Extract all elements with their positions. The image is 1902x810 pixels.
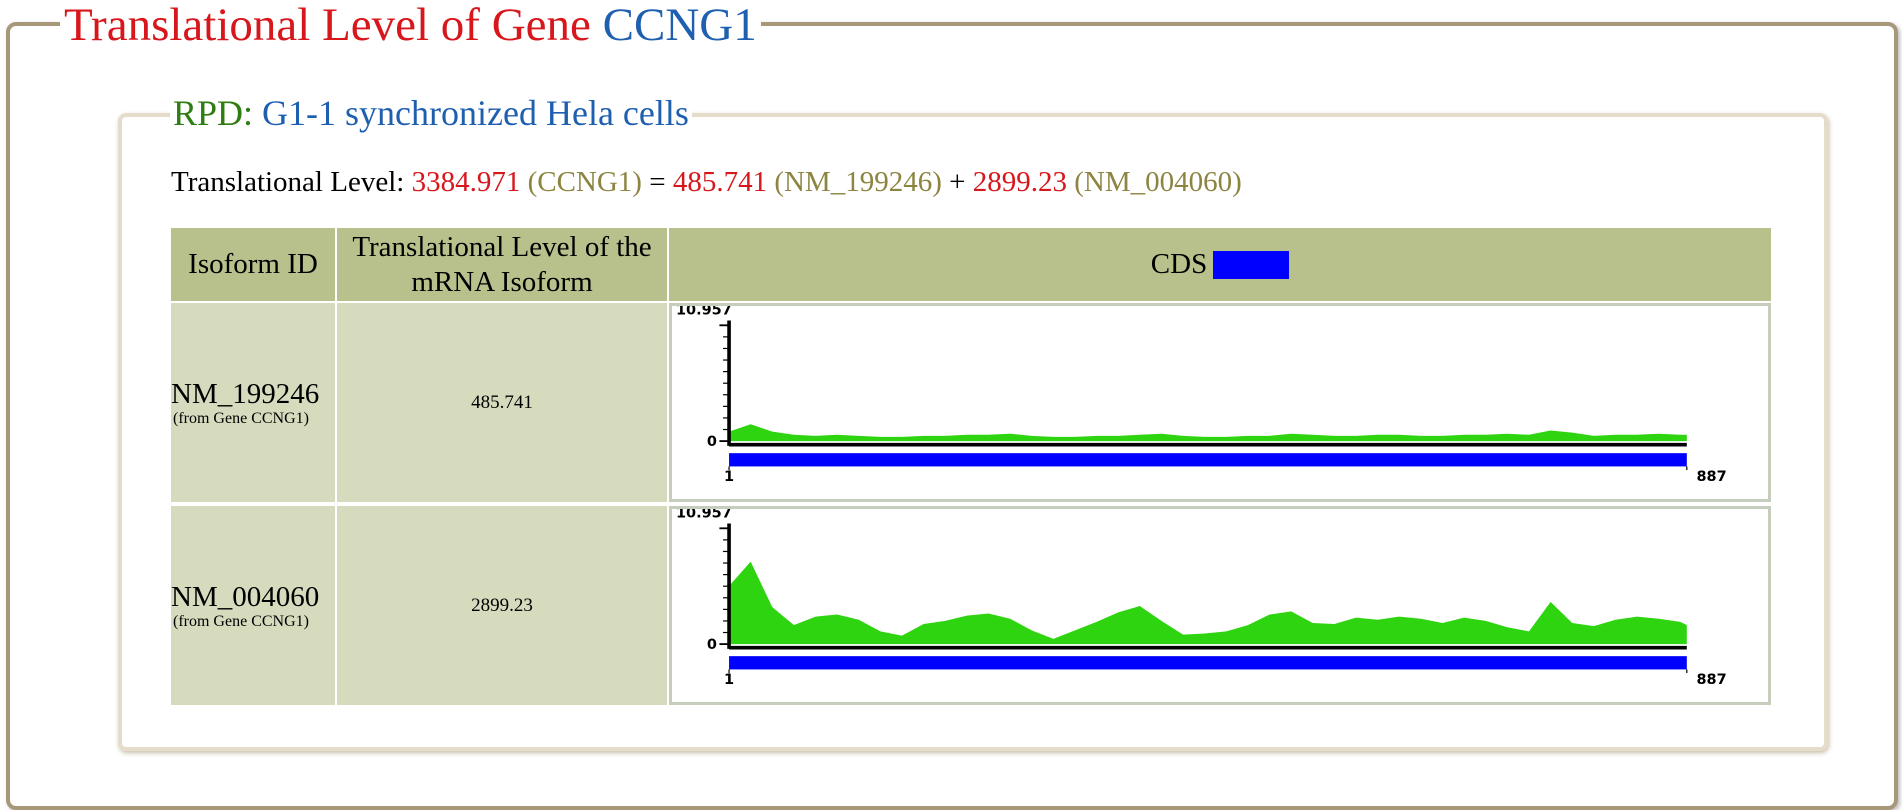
gene-name: CCNG1 <box>602 0 757 51</box>
cds-bar <box>729 656 1687 670</box>
total-value: 3384.971 <box>411 166 521 198</box>
part-id: (NM_004060) <box>1074 166 1242 198</box>
header-cell: Isoform ID <box>171 228 335 301</box>
isoform-cell: NM_004060 (from Gene CCNG1) <box>171 506 335 705</box>
x-tick-label: 1 <box>724 672 734 688</box>
x-tick-label: 887 <box>1696 469 1726 485</box>
x-tick-label: 1 <box>724 469 734 485</box>
coverage-area <box>729 561 1687 645</box>
y-tick-label: 0 <box>707 637 717 653</box>
panel-title: Translational Level of Gene CCNG1 <box>60 0 761 50</box>
profile-cell: 0 10.957 1 887 <box>669 303 1771 502</box>
y-tick-label: 10.957 <box>676 509 732 521</box>
summary-label: Translational Level: <box>171 166 405 198</box>
level-value: 2899.23 <box>471 594 533 616</box>
equals: = <box>649 166 666 198</box>
level-value: 485.741 <box>471 391 533 413</box>
x-tick-label: 887 <box>1696 672 1726 688</box>
header-text: CDS <box>1150 248 1208 280</box>
profile-chart: 0 10.957 1 887 <box>676 306 1727 485</box>
summary: Translational Level: 3384.971 (CCNG1) = … <box>171 164 1242 200</box>
dataset-title: RPD: G1-1 synchronized Hela cells <box>170 92 692 134</box>
y-tick-label: 0 <box>707 434 717 450</box>
isoform-id: NM_004060 <box>171 580 320 613</box>
level-cell: 485.741 <box>337 303 667 502</box>
plus: + <box>949 166 966 198</box>
level-cell: 2899.23 <box>337 506 667 705</box>
dataset-panel <box>118 113 1828 751</box>
header-cell: CDS <box>669 228 1771 301</box>
isoform-source: (from Gene CCNG1) <box>173 409 309 427</box>
isoform-cell: NM_199246 (from Gene CCNG1) <box>171 303 335 502</box>
dataset-name: G1-1 synchronized Hela cells <box>262 93 689 133</box>
part-value: 2899.23 <box>972 166 1067 198</box>
page: Translational Level of Gene CCNG1 RPD: G… <box>6 0 1898 810</box>
isoform-source: (from Gene CCNG1) <box>173 612 309 630</box>
profile-chart: 0 10.957 1 887 <box>676 509 1727 688</box>
dataset-label: RPD: <box>173 93 254 133</box>
coverage-area <box>729 424 1687 442</box>
part-value: 485.741 <box>672 166 768 198</box>
y-tick-label: 10.957 <box>676 306 732 318</box>
profile-cell: 0 10.957 1 887 <box>669 506 1771 705</box>
title-text: Translational Level of Gene <box>64 0 591 51</box>
isoform-id: NM_199246 <box>171 377 320 410</box>
header-cell: Translational Level of the mRNA Isoform <box>337 228 667 301</box>
gene-id: (CCNG1) <box>527 166 642 198</box>
cds-bar <box>729 453 1687 467</box>
part-id: (NM_199246) <box>774 166 942 198</box>
cds-swatch <box>1213 250 1290 279</box>
